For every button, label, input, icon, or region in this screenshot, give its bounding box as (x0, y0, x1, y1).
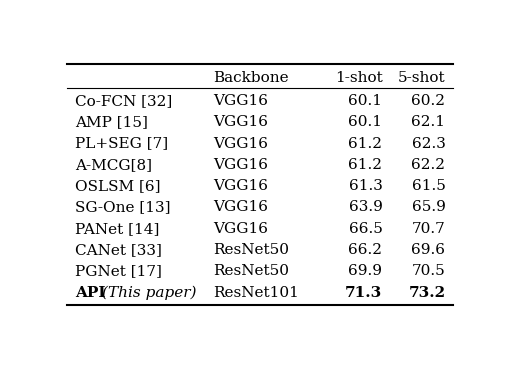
Text: 69.9: 69.9 (348, 264, 383, 278)
Text: VGG16: VGG16 (213, 158, 268, 172)
Text: VGG16: VGG16 (213, 115, 268, 129)
Text: ResNet50: ResNet50 (213, 243, 289, 257)
Text: 69.6: 69.6 (411, 243, 446, 257)
Text: 66.5: 66.5 (348, 222, 383, 236)
Text: OSLSM [6]: OSLSM [6] (75, 179, 161, 193)
Text: 60.1: 60.1 (348, 94, 383, 108)
Text: 61.2: 61.2 (348, 137, 383, 151)
Text: ResNet101: ResNet101 (213, 286, 299, 300)
Text: PL+SEG [7]: PL+SEG [7] (75, 137, 169, 151)
Text: CANet [33]: CANet [33] (75, 243, 162, 257)
Text: 62.1: 62.1 (411, 115, 446, 129)
Text: Backbone: Backbone (213, 71, 289, 85)
Text: 65.9: 65.9 (411, 200, 446, 214)
Text: VGG16: VGG16 (213, 179, 268, 193)
Text: 61.3: 61.3 (348, 179, 383, 193)
Text: 63.9: 63.9 (348, 200, 383, 214)
Text: 62.3: 62.3 (411, 137, 446, 151)
Text: 73.2: 73.2 (408, 286, 446, 300)
Text: 60.2: 60.2 (411, 94, 446, 108)
Text: VGG16: VGG16 (213, 137, 268, 151)
Text: AMP [15]: AMP [15] (75, 115, 148, 129)
Text: PGNet [17]: PGNet [17] (75, 264, 162, 278)
Text: 1-shot: 1-shot (335, 71, 383, 85)
Text: 62.2: 62.2 (411, 158, 446, 172)
Text: A-MCG[8]: A-MCG[8] (75, 158, 152, 172)
Text: 61.5: 61.5 (411, 179, 446, 193)
Text: VGG16: VGG16 (213, 200, 268, 214)
Text: 60.1: 60.1 (348, 115, 383, 129)
Text: 70.5: 70.5 (411, 264, 446, 278)
Text: 61.2: 61.2 (348, 158, 383, 172)
Text: PANet [14]: PANet [14] (75, 222, 160, 236)
Text: SG-One [13]: SG-One [13] (75, 200, 171, 214)
Text: 66.2: 66.2 (348, 243, 383, 257)
Text: ResNet50: ResNet50 (213, 264, 289, 278)
Text: 70.7: 70.7 (411, 222, 446, 236)
Text: VGG16: VGG16 (213, 94, 268, 108)
Text: API: API (75, 286, 106, 300)
Text: (This paper): (This paper) (102, 286, 197, 300)
Text: VGG16: VGG16 (213, 222, 268, 236)
Text: 71.3: 71.3 (345, 286, 383, 300)
Text: 5-shot: 5-shot (398, 71, 446, 85)
Text: Co-FCN [32]: Co-FCN [32] (75, 94, 173, 108)
